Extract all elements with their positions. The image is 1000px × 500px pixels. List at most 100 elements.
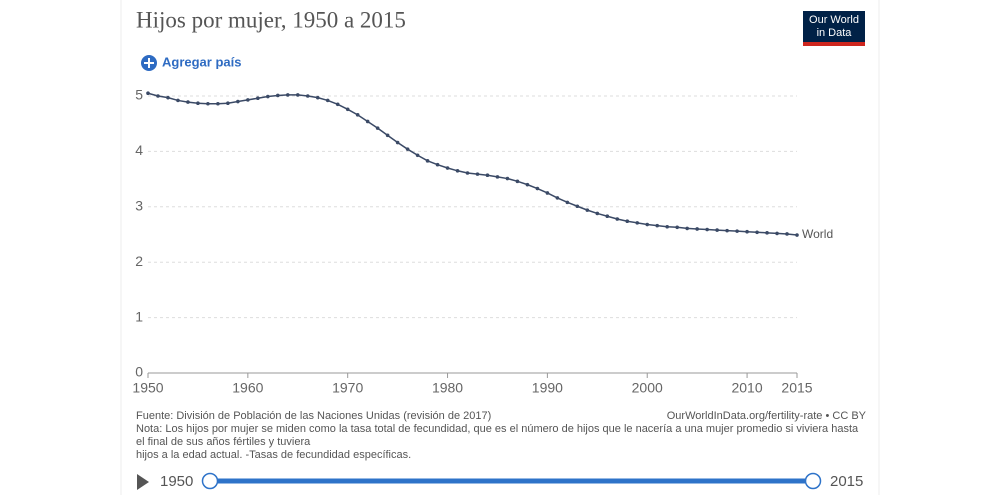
point (695, 227, 699, 231)
point (395, 140, 400, 145)
point (295, 93, 300, 97)
note: Nota: Los hijos por mujer se miden como … (136, 423, 859, 435)
point (405, 147, 410, 151)
point (435, 162, 440, 167)
point (635, 221, 640, 225)
y-tick-label: 5 (135, 87, 143, 103)
point (545, 191, 550, 195)
point (315, 95, 320, 100)
point (335, 102, 340, 107)
point (745, 229, 749, 234)
logo-bg (803, 11, 865, 46)
y-tick-label: 4 (135, 142, 143, 158)
logo: Our World in Data (803, 11, 865, 46)
point (685, 226, 689, 231)
series-line (147, 92, 798, 236)
point (795, 233, 799, 237)
point (605, 214, 610, 219)
logo-text: Our World (809, 14, 859, 26)
note: hijos a la edad actual. -Tasas de fecund… (136, 449, 411, 461)
point (425, 159, 430, 163)
point (455, 168, 460, 173)
point (585, 208, 590, 212)
point (325, 98, 330, 103)
point (615, 217, 620, 221)
point (345, 107, 350, 112)
point (655, 223, 660, 228)
point (705, 227, 709, 232)
timeline-start: 1950 (160, 473, 193, 490)
point (196, 101, 200, 106)
x-tick-label: 1960 (232, 380, 263, 396)
point (415, 153, 420, 158)
x-tick-label: 1950 (132, 380, 163, 396)
point (246, 98, 250, 102)
play-button[interactable] (137, 474, 149, 490)
timeline-end: 2015 (830, 473, 863, 490)
x-tick-label: 1970 (332, 380, 363, 396)
y-tick-label: 3 (135, 198, 143, 214)
point (465, 171, 470, 175)
y-tick-label: 0 (135, 364, 143, 380)
point (206, 101, 210, 106)
point (555, 196, 560, 200)
point (355, 113, 360, 117)
point (285, 93, 290, 97)
timeline-handle[interactable] (201, 472, 219, 490)
point (775, 231, 779, 236)
point (565, 200, 570, 205)
chart-title: Hijos por mujer, 1950 a 2015 (136, 7, 406, 32)
point (765, 231, 769, 235)
logo-bar (803, 42, 865, 46)
point (266, 94, 270, 99)
note: el final de sus años fértiles y tuviera (136, 436, 311, 448)
point (256, 96, 260, 101)
point (146, 91, 150, 96)
x-tick-label: 2000 (632, 380, 663, 396)
point (665, 224, 669, 229)
point (505, 176, 510, 181)
point (525, 182, 530, 187)
point (755, 230, 759, 235)
x-tick-label: 1990 (532, 380, 563, 396)
point (276, 93, 280, 98)
y-tick-label: 1 (135, 308, 143, 324)
timeline-handle[interactable] (804, 472, 822, 490)
point (385, 133, 390, 138)
point (305, 94, 310, 98)
add-country-button[interactable]: Agregar país (141, 54, 241, 71)
point (715, 228, 719, 232)
point (535, 186, 540, 191)
point (176, 98, 180, 103)
point (735, 229, 739, 233)
point (495, 175, 500, 179)
logo-text: in Data (817, 27, 853, 39)
add-label[interactable]: Agregar país (162, 54, 241, 69)
point (785, 232, 789, 236)
point (725, 228, 729, 233)
point (575, 204, 580, 209)
point (156, 94, 160, 98)
x-tick-label: 1980 (432, 380, 463, 396)
point (445, 166, 450, 170)
source: Fuente: División de Población de las Nac… (136, 410, 491, 422)
point (485, 173, 490, 178)
point (595, 211, 600, 216)
x-tick-label: 2015 (781, 380, 812, 396)
point (625, 219, 630, 224)
point (365, 119, 370, 124)
series-label: World (802, 227, 833, 241)
point (226, 101, 230, 106)
point (645, 222, 650, 227)
point (375, 126, 380, 130)
point (236, 99, 240, 104)
point (166, 95, 170, 100)
point (216, 101, 220, 106)
point (675, 225, 679, 230)
x-tick-label: 2010 (731, 380, 762, 396)
point (515, 179, 520, 184)
url[interactable]: OurWorldInData.org/fertility-rate • CC B… (667, 410, 867, 422)
point (186, 100, 190, 104)
